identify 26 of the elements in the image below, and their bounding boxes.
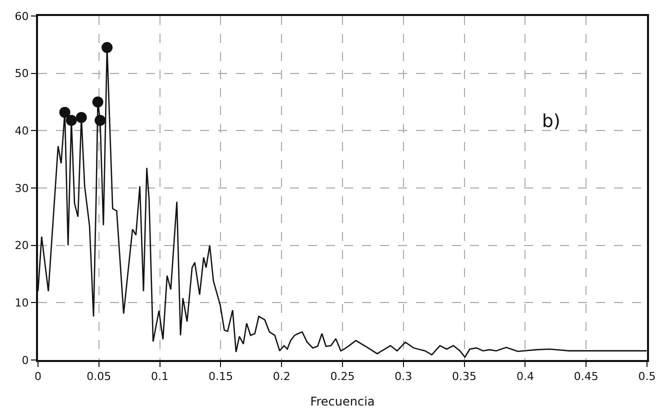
x-axis-title: Frecuencia — [310, 394, 375, 409]
y-tick-label: 50 — [14, 67, 29, 80]
x-tick-label: 0.45 — [574, 370, 598, 384]
x-tick-label: 0.15 — [208, 370, 233, 384]
y-tick-label: 0 — [22, 354, 29, 367]
y-tick-label: 40 — [14, 124, 29, 138]
y-tick-label: 10 — [14, 296, 29, 310]
annotation: b) — [542, 111, 560, 132]
x-tick-label: 0.1 — [151, 370, 169, 384]
x-tick-label: 0.35 — [452, 370, 477, 384]
x-tick-label: 0.05 — [86, 370, 112, 384]
x-tick-label: 0.3 — [394, 370, 412, 384]
x-tick-label: 0.2 — [272, 370, 290, 384]
point — [92, 96, 104, 108]
y-tick-label: 20 — [14, 239, 29, 252]
x-tick-label: 0.25 — [330, 370, 355, 384]
y-tick-label: 60 — [14, 10, 29, 23]
point — [66, 114, 77, 126]
x-tick-label: 0.4 — [516, 370, 534, 384]
point — [102, 42, 113, 54]
point — [94, 114, 106, 126]
x-tick-label: 0.5 — [638, 370, 656, 384]
x-tick-label: 0 — [34, 370, 42, 384]
point — [59, 106, 70, 118]
point — [76, 112, 87, 123]
y-tick-label: 30 — [14, 182, 29, 195]
